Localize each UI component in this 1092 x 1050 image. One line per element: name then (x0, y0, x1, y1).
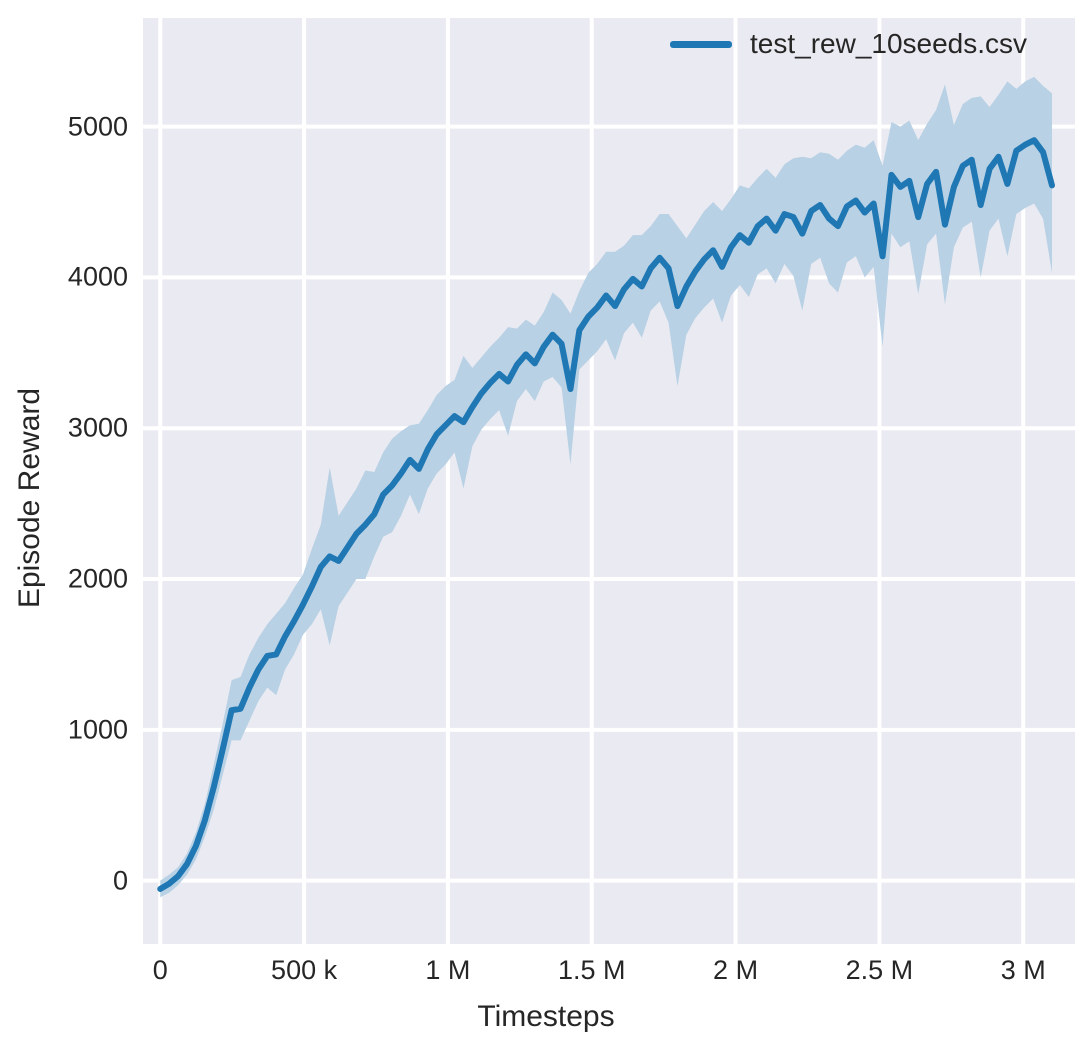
x-tick-label: 500 k (271, 955, 338, 985)
legend-line-swatch (670, 40, 732, 48)
confidence-band (160, 76, 1052, 898)
y-axis-label: Episode Reward (13, 387, 46, 609)
legend-label: test_rew_10seeds.csv (750, 28, 1028, 59)
chart-legend: test_rew_10seeds.csv (660, 22, 1037, 66)
x-tick-label: 1.5 M (557, 955, 626, 985)
x-axis-ticks: 0 500 k 1 M 1.5 M 2 M 2.5 M 3 M (0, 955, 1092, 995)
x-tick-label: 2 M (713, 955, 759, 985)
y-tick-label: 5000 (67, 111, 128, 142)
y-axis-ticks: 0 1000 2000 3000 4000 5000 (0, 0, 128, 1050)
plot-area (143, 18, 1075, 944)
plot-svg (143, 18, 1075, 944)
y-tick-label: 1000 (67, 714, 128, 745)
x-tick-label: 0 (152, 955, 168, 985)
y-tick-label: 2000 (67, 563, 128, 594)
y-tick-label: 4000 (67, 261, 128, 292)
x-tick-label: 2.5 M (845, 955, 914, 985)
x-axis-label: Timesteps (477, 1000, 615, 1033)
y-tick-label: 3000 (67, 412, 128, 443)
mean-line (157, 137, 1055, 892)
x-tick-label: 3 M (1000, 955, 1046, 985)
x-tick-label: 1 M (425, 955, 471, 985)
y-tick-label: 0 (112, 865, 128, 896)
